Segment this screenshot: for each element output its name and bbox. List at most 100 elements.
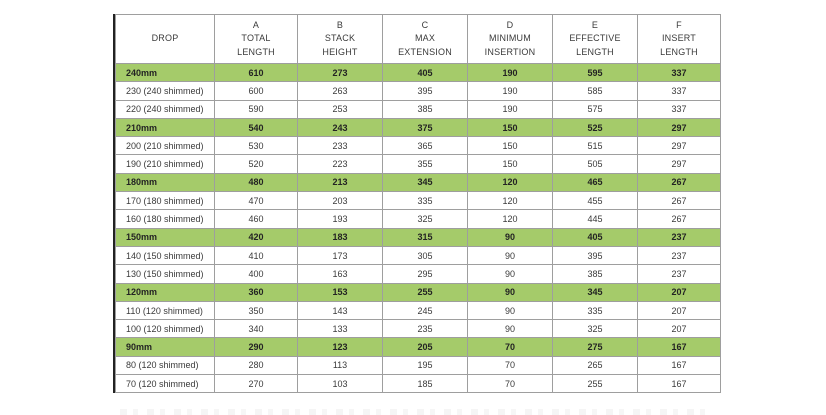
table-header: DROP A TOTAL LENGTH B STACK HEIGHT C MAX EX… (115, 14, 721, 64)
value-cell-f: 207 (637, 282, 721, 302)
value-cell-c: 185 (382, 374, 468, 394)
value-cell-b: 233 (297, 136, 383, 156)
value-cell-b: 243 (297, 117, 383, 138)
value-cell-e: 465 (552, 172, 638, 193)
value-cell-c: 405 (382, 62, 468, 83)
value-cell-e: 595 (552, 62, 638, 83)
value-cell-f: 207 (637, 319, 721, 339)
drop-label-cell: 230 (240 shimmed) (115, 81, 215, 101)
value-cell-c: 365 (382, 136, 468, 156)
value-cell-d: 70 (467, 355, 553, 376)
value-cell-c: 295 (382, 264, 468, 284)
value-cell-a: 410 (214, 245, 298, 266)
column-header-f: F INSERT LENGTH (637, 14, 721, 64)
drop-spec-table: DROP A TOTAL LENGTH B STACK HEIGHT C MAX EX… (115, 14, 721, 394)
value-cell-c: 245 (382, 300, 468, 321)
shimmed-option-row: 220 (240 shimmed) 590 253 385 190 575 337 (115, 99, 721, 119)
header-row: DROP A TOTAL LENGTH B STACK HEIGHT C MAX EX… (115, 14, 721, 64)
value-cell-d: 190 (467, 62, 553, 83)
value-cell-b: 183 (297, 227, 383, 247)
value-cell-a: 610 (214, 62, 298, 83)
value-cell-f: 237 (637, 227, 721, 247)
shimmed-option-row: 140 (150 shimmed) 410 173 305 90 395 237 (115, 245, 721, 266)
drop-label-cell: 120mm (115, 282, 215, 302)
value-cell-c: 345 (382, 172, 468, 193)
value-cell-a: 530 (214, 136, 298, 156)
drop-label-cell: 240mm (115, 62, 215, 83)
value-cell-e: 275 (552, 337, 638, 357)
shimmed-option-row: 70 (120 shimmed) 270 103 185 70 255 167 (115, 374, 721, 394)
value-cell-b: 263 (297, 81, 383, 101)
value-cell-b: 133 (297, 319, 383, 339)
value-cell-f: 297 (637, 117, 721, 138)
drop-label-cell: 110 (120 shimmed) (115, 300, 215, 321)
value-cell-b: 103 (297, 374, 383, 394)
value-cell-e: 395 (552, 245, 638, 266)
value-cell-e: 265 (552, 355, 638, 376)
value-cell-d: 90 (467, 319, 553, 339)
value-cell-a: 280 (214, 355, 298, 376)
table-body: 240mm 610 273 405 190 595 337 230 (240 shimmed)… (115, 62, 721, 394)
value-cell-e: 575 (552, 99, 638, 119)
value-cell-c: 315 (382, 227, 468, 247)
value-cell-e: 405 (552, 227, 638, 247)
value-cell-c: 325 (382, 209, 468, 229)
shimmed-option-row: 100 (120 shimmed) 340 133 235 90 325 207 (115, 319, 721, 339)
value-cell-d: 90 (467, 264, 553, 284)
value-cell-d: 150 (467, 136, 553, 156)
drop-label-cell: 70 (120 shimmed) (115, 374, 215, 394)
value-cell-e: 325 (552, 319, 638, 339)
value-cell-f: 297 (637, 154, 721, 174)
value-cell-d: 70 (467, 374, 553, 394)
value-cell-b: 253 (297, 99, 383, 119)
value-cell-e: 445 (552, 209, 638, 229)
value-cell-b: 223 (297, 154, 383, 174)
column-header-d: D MINIMUM INSERTION (467, 14, 553, 64)
value-cell-c: 255 (382, 282, 468, 302)
cutoff-content-strip (120, 409, 712, 415)
value-cell-f: 237 (637, 264, 721, 284)
value-cell-f: 337 (637, 62, 721, 83)
drop-label-cell: 200 (210 shimmed) (115, 136, 215, 156)
drop-label-cell: 150mm (115, 227, 215, 247)
value-cell-d: 120 (467, 209, 553, 229)
value-cell-d: 150 (467, 154, 553, 174)
value-cell-d: 90 (467, 227, 553, 247)
value-cell-a: 600 (214, 81, 298, 101)
drop-group-row: 90mm 290 123 205 70 275 167 (115, 337, 721, 357)
shimmed-option-row: 230 (240 shimmed) 600 263 395 190 585 337 (115, 81, 721, 101)
drop-label-cell: 160 (180 shimmed) (115, 209, 215, 229)
drop-group-row: 120mm 360 153 255 90 345 207 (115, 282, 721, 302)
column-header-e: E EFFECTIVE LENGTH (552, 14, 638, 64)
shimmed-option-row: 170 (180 shimmed) 470 203 335 120 455 267 (115, 191, 721, 211)
value-cell-f: 237 (637, 245, 721, 266)
drop-label-cell: 170 (180 shimmed) (115, 191, 215, 211)
drop-label-cell: 130 (150 shimmed) (115, 264, 215, 284)
drop-group-row: 240mm 610 273 405 190 595 337 (115, 62, 721, 83)
column-header-a: A TOTAL LENGTH (214, 14, 298, 64)
drop-group-row: 150mm 420 183 315 90 405 237 (115, 227, 721, 247)
drop-label-cell: 80 (120 shimmed) (115, 355, 215, 376)
value-cell-c: 205 (382, 337, 468, 357)
shimmed-option-row: 200 (210 shimmed) 530 233 365 150 515 297 (115, 136, 721, 156)
drop-label-cell: 180mm (115, 172, 215, 193)
value-cell-e: 585 (552, 81, 638, 101)
value-cell-b: 273 (297, 62, 383, 83)
value-cell-f: 337 (637, 99, 721, 119)
value-cell-b: 123 (297, 337, 383, 357)
value-cell-b: 213 (297, 172, 383, 193)
shimmed-option-row: 160 (180 shimmed) 460 193 325 120 445 267 (115, 209, 721, 229)
value-cell-f: 297 (637, 136, 721, 156)
shimmed-option-row: 110 (120 shimmed) 350 143 245 90 335 207 (115, 300, 721, 321)
value-cell-c: 305 (382, 245, 468, 266)
column-header-drop: DROP (115, 14, 215, 64)
column-header-c: C MAX EXTENSION (382, 14, 468, 64)
shimmed-option-row: 190 (210 shimmed) 520 223 355 150 505 297 (115, 154, 721, 174)
drop-group-row: 210mm 540 243 375 150 525 297 (115, 117, 721, 138)
value-cell-e: 385 (552, 264, 638, 284)
value-cell-b: 113 (297, 355, 383, 376)
drop-label-cell: 220 (240 shimmed) (115, 99, 215, 119)
value-cell-c: 195 (382, 355, 468, 376)
value-cell-d: 90 (467, 300, 553, 321)
